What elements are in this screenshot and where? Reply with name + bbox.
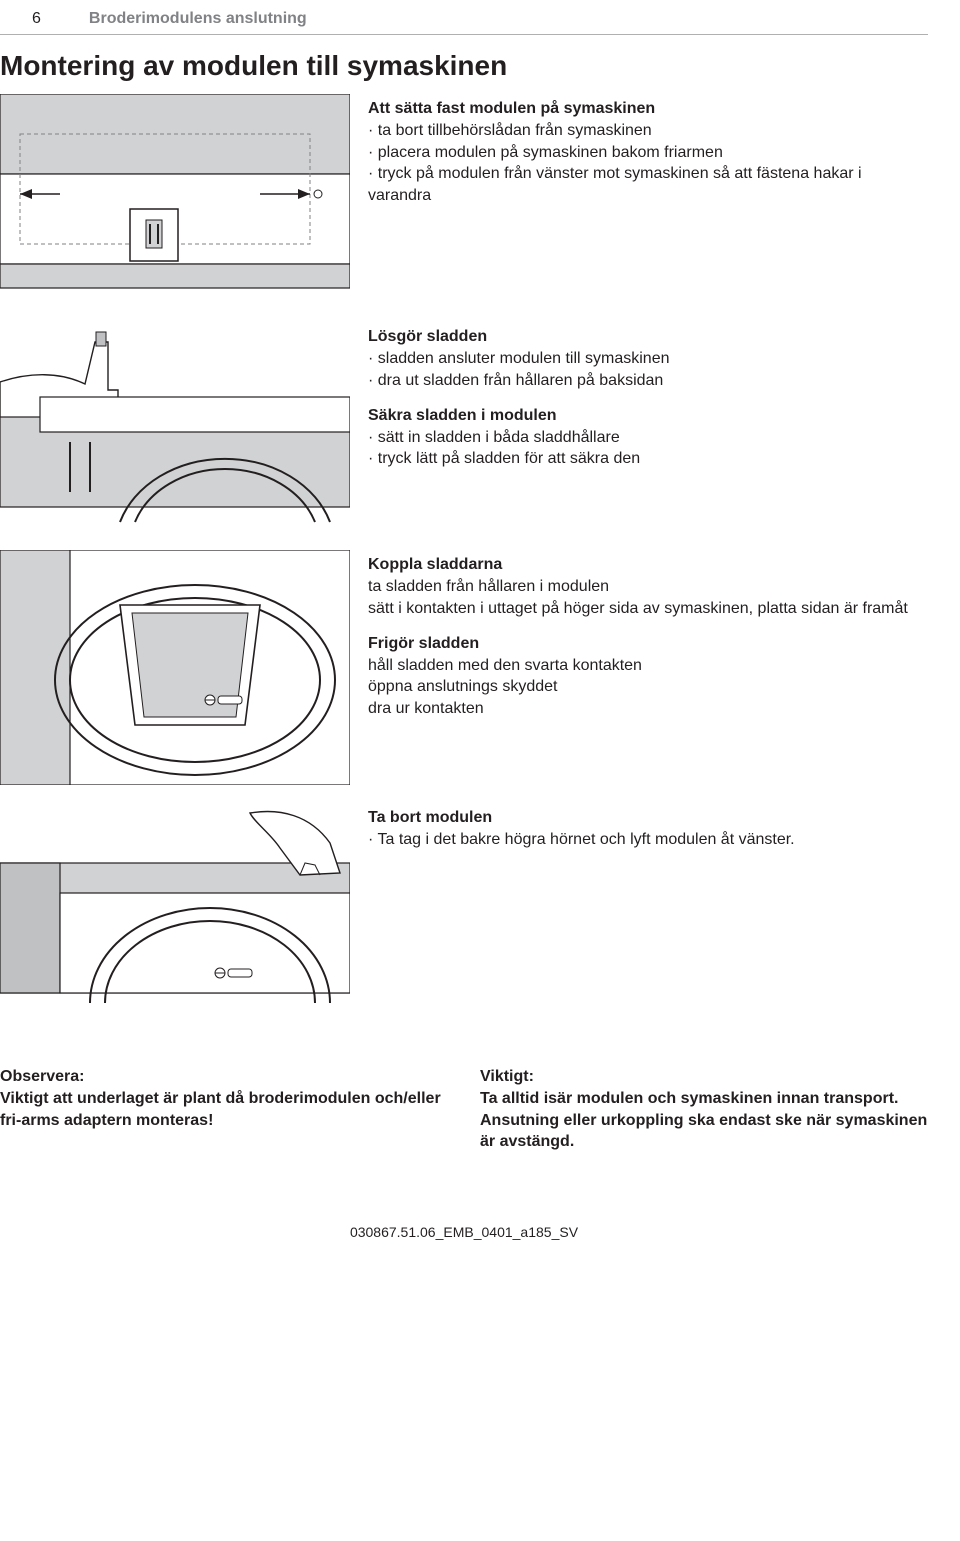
text-line: ta sladden från hållaren i modulen bbox=[368, 576, 928, 598]
list-item: ta bort tillbehörslådan från symaskinen bbox=[368, 120, 928, 142]
section-mounting: Att sätta fast modulen på symaskinen ta … bbox=[0, 94, 928, 304]
page-number: 6 bbox=[32, 8, 41, 30]
footer-code: 030867.51.06_EMB_0401_a185_SV bbox=[0, 1223, 928, 1242]
heading-secure-cable: Säkra sladden i modulen bbox=[368, 405, 928, 427]
note-observera: Observera: Viktigt att underlaget är pla… bbox=[0, 1066, 448, 1152]
lines-free-cable: håll sladden med den svarta kontakten öp… bbox=[368, 655, 928, 720]
page-title: Montering av modulen till symaskinen bbox=[0, 47, 928, 85]
text-line: öppna anslutnings skyddet bbox=[368, 676, 928, 698]
note-heading: Observera: bbox=[0, 1066, 448, 1088]
illustration-mounting bbox=[0, 94, 350, 304]
heading-attach: Att sätta fast modulen på symaskinen bbox=[368, 98, 928, 120]
list-item: sätt in sladden i båda sladdhållare bbox=[368, 427, 928, 449]
chapter-title: Broderimodulens anslutning bbox=[89, 8, 307, 30]
lines-connect: ta sladden från hållaren i modulen sätt … bbox=[368, 576, 928, 619]
list-item: dra ut sladden från hållaren på baksidan bbox=[368, 370, 928, 392]
text-line: håll sladden med den svarta kontakten bbox=[368, 655, 928, 677]
heading-release-cable: Lösgör sladden bbox=[368, 326, 928, 348]
note-body: Ta alltid isär modulen och symaskinen in… bbox=[480, 1088, 928, 1153]
list-item: placera modulen på symaskinen bakom fria… bbox=[368, 142, 928, 164]
illustration-cable bbox=[0, 322, 350, 532]
section-remove: Ta bort modulen Ta tag i det bakre högra… bbox=[0, 803, 928, 1018]
note-heading: Viktigt: bbox=[480, 1066, 928, 1088]
list-item: tryck på modulen från vänster mot symask… bbox=[368, 163, 928, 206]
note-viktigt: Viktigt: Ta alltid isär modulen och syma… bbox=[480, 1066, 928, 1152]
heading-remove-module: Ta bort modulen bbox=[368, 807, 928, 829]
notes-row: Observera: Viktigt att underlaget är pla… bbox=[0, 1066, 928, 1152]
text-line: dra ur kontakten bbox=[368, 698, 928, 720]
page-header: 6 Broderimodulens anslutning bbox=[0, 8, 928, 35]
list-item: tryck lätt på sladden för att säkra den bbox=[368, 448, 928, 470]
heading-connect-cables: Koppla sladdarna bbox=[368, 554, 928, 576]
list-item: Ta tag i det bakre högra hörnet och lyft… bbox=[368, 829, 928, 851]
illustration-connect bbox=[0, 550, 350, 785]
text-line: sätt i kontakten i uttaget på höger sida… bbox=[368, 598, 928, 620]
heading-free-cable: Frigör sladden bbox=[368, 633, 928, 655]
section-connect: Koppla sladdarna ta sladden från hållare… bbox=[0, 550, 928, 785]
list-remove: Ta tag i det bakre högra hörnet och lyft… bbox=[368, 829, 928, 851]
list-release-cable: sladden ansluter modulen till symaskinen… bbox=[368, 348, 928, 391]
list-attach: ta bort tillbehörslådan från symaskinen … bbox=[368, 120, 928, 206]
note-body: Viktigt att underlaget är plant då brode… bbox=[0, 1088, 448, 1131]
list-secure-cable: sätt in sladden i båda sladdhållare tryc… bbox=[368, 427, 928, 470]
list-item: sladden ansluter modulen till symaskinen bbox=[368, 348, 928, 370]
section-cable: Lösgör sladden sladden ansluter modulen … bbox=[0, 322, 928, 532]
illustration-remove bbox=[0, 803, 350, 1018]
